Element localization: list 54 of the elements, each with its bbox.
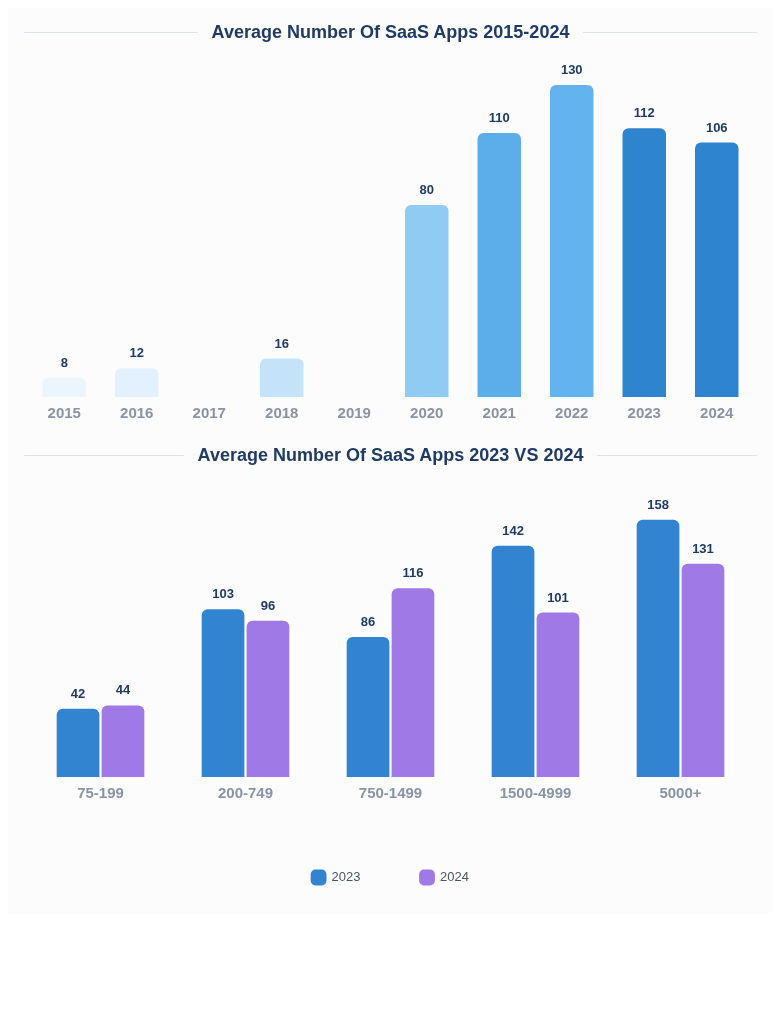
- x-tick-label: 75-199: [77, 784, 124, 802]
- data-label: 42: [70, 685, 86, 701]
- x-tick-label: 2024: [700, 404, 735, 422]
- bar: [536, 612, 580, 777]
- data-label: 106: [705, 119, 728, 135]
- data-label: 130: [560, 62, 583, 78]
- x-tick-label: 200-749: [217, 784, 274, 802]
- x-tick-label: 2018: [265, 404, 299, 422]
- x-tick-label: 2023: [627, 404, 661, 422]
- legend-label: 2024: [440, 869, 469, 885]
- data-label: 86: [360, 614, 376, 630]
- data-label: 142: [502, 522, 524, 538]
- x-tick-label: 2022: [555, 404, 589, 422]
- data-label: 131: [692, 540, 714, 556]
- x-tick-label: 2020: [410, 404, 444, 422]
- bar: [636, 519, 680, 777]
- bar: [246, 620, 290, 777]
- x-tick-label: 750-1499: [358, 784, 423, 802]
- legend-label: 2023: [331, 869, 361, 885]
- bar: [391, 588, 435, 777]
- x-tick-label: 2015: [47, 404, 81, 422]
- chart-title: Average Number Of SaaS Apps 2023 VS 2024: [197, 445, 584, 466]
- bar: [550, 85, 594, 397]
- chart-title: Average Number Of SaaS Apps 2015-2024: [211, 22, 570, 43]
- data-label: 116: [402, 565, 424, 581]
- bar: [695, 142, 739, 397]
- bar: [346, 637, 390, 777]
- x-tick-label: 2019: [337, 404, 371, 422]
- bar: [477, 133, 521, 397]
- data-label: 12: [129, 345, 144, 361]
- x-tick-label: 1500-4999: [499, 784, 572, 802]
- data-label: 96: [260, 597, 276, 613]
- data-label: 101: [547, 589, 569, 605]
- data-label: 110: [488, 110, 510, 126]
- data-label: 103: [212, 586, 234, 602]
- data-label: 80: [419, 182, 434, 198]
- bar: [622, 128, 666, 397]
- x-tick-label: 2016: [120, 404, 154, 422]
- bar: [405, 205, 449, 397]
- bar: [491, 545, 535, 777]
- data-label: 44: [115, 682, 131, 698]
- x-tick-label: 5000+: [659, 784, 702, 802]
- bar: [101, 705, 145, 777]
- data-label: 158: [647, 496, 669, 512]
- data-label: 8: [60, 354, 68, 370]
- bar: [681, 563, 725, 777]
- x-tick-label: 2017: [192, 404, 226, 422]
- x-tick-label: 2021: [482, 404, 516, 422]
- bar: [201, 609, 245, 777]
- bar: [115, 368, 159, 397]
- bar: [260, 358, 304, 397]
- bar: [56, 708, 100, 777]
- data-label: 16: [274, 335, 289, 351]
- data-label: 112: [633, 105, 655, 121]
